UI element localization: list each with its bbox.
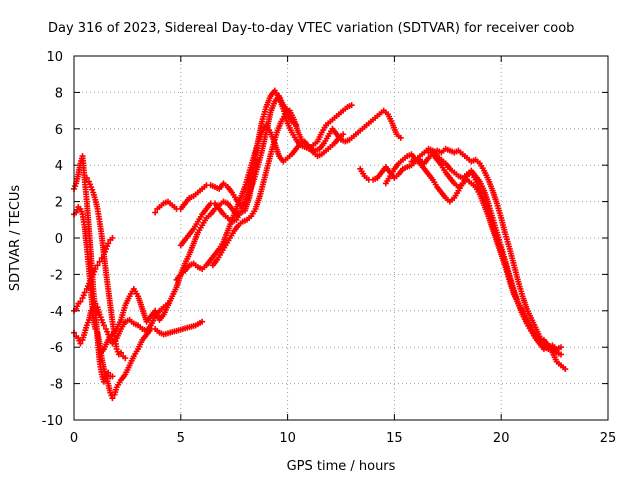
series-prn-c <box>71 300 171 347</box>
data-point-plus <box>109 235 116 241</box>
y-axis-label: SDTVAR / TECUs <box>8 185 23 292</box>
data-point-plus <box>109 395 116 402</box>
data-point-plus <box>92 300 99 307</box>
y-tick-label: -4 <box>50 305 63 320</box>
y-tick-label: 8 <box>55 86 63 101</box>
data-point-plus <box>558 351 565 358</box>
data-point-plus <box>92 326 99 332</box>
data-point-plus <box>105 240 112 247</box>
y-tick-label: 4 <box>55 159 63 174</box>
data-point-plus <box>117 349 124 356</box>
data-point-plus <box>96 258 103 265</box>
x-axis-label: GPS time / hours <box>287 459 396 474</box>
y-tick-label: 2 <box>55 196 63 211</box>
data-point-plus <box>397 134 404 141</box>
data-point-plus <box>94 262 101 269</box>
y-tick-label: -2 <box>50 268 63 283</box>
x-tick-label: 20 <box>493 431 510 446</box>
series-prn-j <box>173 122 347 283</box>
series-prn-i <box>209 107 404 269</box>
data-point-plus <box>558 344 565 351</box>
x-tick-label: 10 <box>279 431 296 446</box>
series-prn-n <box>425 145 565 358</box>
data-point-plus <box>77 298 84 305</box>
series-prn-h <box>177 87 355 249</box>
data-point-plus <box>340 131 347 138</box>
data-point-plus <box>562 366 569 373</box>
data-point-plus <box>152 209 159 216</box>
series-layer <box>71 87 569 402</box>
chart-title: Day 316 of 2023, Sidereal Day-to-day VTE… <box>48 21 574 36</box>
data-point-plus <box>199 318 206 325</box>
data-point-plus <box>83 174 90 181</box>
y-tick-label: -10 <box>42 414 63 429</box>
x-tick-label: 25 <box>600 431 617 446</box>
axis-text-layer: 0 5 10 15 20 25 -10 -8 -6 -4 -2 0 2 4 6 8 10 <box>42 50 617 446</box>
plot-frame <box>73 55 609 421</box>
y-tick-label: -8 <box>50 378 63 393</box>
data-point-plus <box>122 355 129 362</box>
series-prn-d <box>71 235 116 314</box>
x-tick-label: 5 <box>177 431 185 446</box>
data-point-plus <box>348 102 355 109</box>
y-tick-label: 6 <box>55 123 63 138</box>
series-prn-e <box>83 174 129 362</box>
data-point-plus <box>77 340 84 347</box>
y-tick-label: 0 <box>55 232 63 247</box>
x-tick-label: 0 <box>70 431 78 446</box>
y-tick-label: 10 <box>46 50 63 65</box>
data-point-plus <box>85 280 92 287</box>
data-point-plus <box>81 289 88 296</box>
data-point-plus <box>109 373 116 380</box>
x-tick-label: 15 <box>386 431 403 446</box>
data-point-plus <box>100 322 107 329</box>
data-point-plus <box>92 265 99 272</box>
data-point-plus <box>88 307 95 314</box>
y-tick-label: -6 <box>50 341 63 356</box>
series-prn-l <box>382 151 565 353</box>
